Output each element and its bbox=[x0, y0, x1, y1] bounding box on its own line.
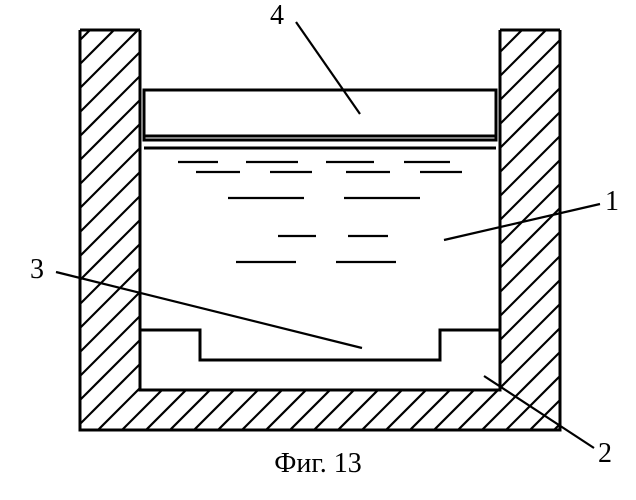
crucible-wall bbox=[0, 20, 636, 440]
leader-3 bbox=[56, 272, 362, 348]
crucible-inner-outline bbox=[140, 30, 500, 390]
callout-label-3: 3 bbox=[30, 254, 44, 285]
lid-plate bbox=[144, 90, 496, 140]
figure-caption: Фиг. 13 bbox=[0, 448, 636, 480]
wall-hatching bbox=[0, 20, 636, 440]
callout-label-4: 4 bbox=[270, 0, 284, 31]
sediment-region bbox=[140, 330, 500, 360]
leader-1 bbox=[444, 204, 600, 240]
callout-label-1: 1 bbox=[605, 186, 619, 217]
liquid-region bbox=[144, 148, 496, 262]
